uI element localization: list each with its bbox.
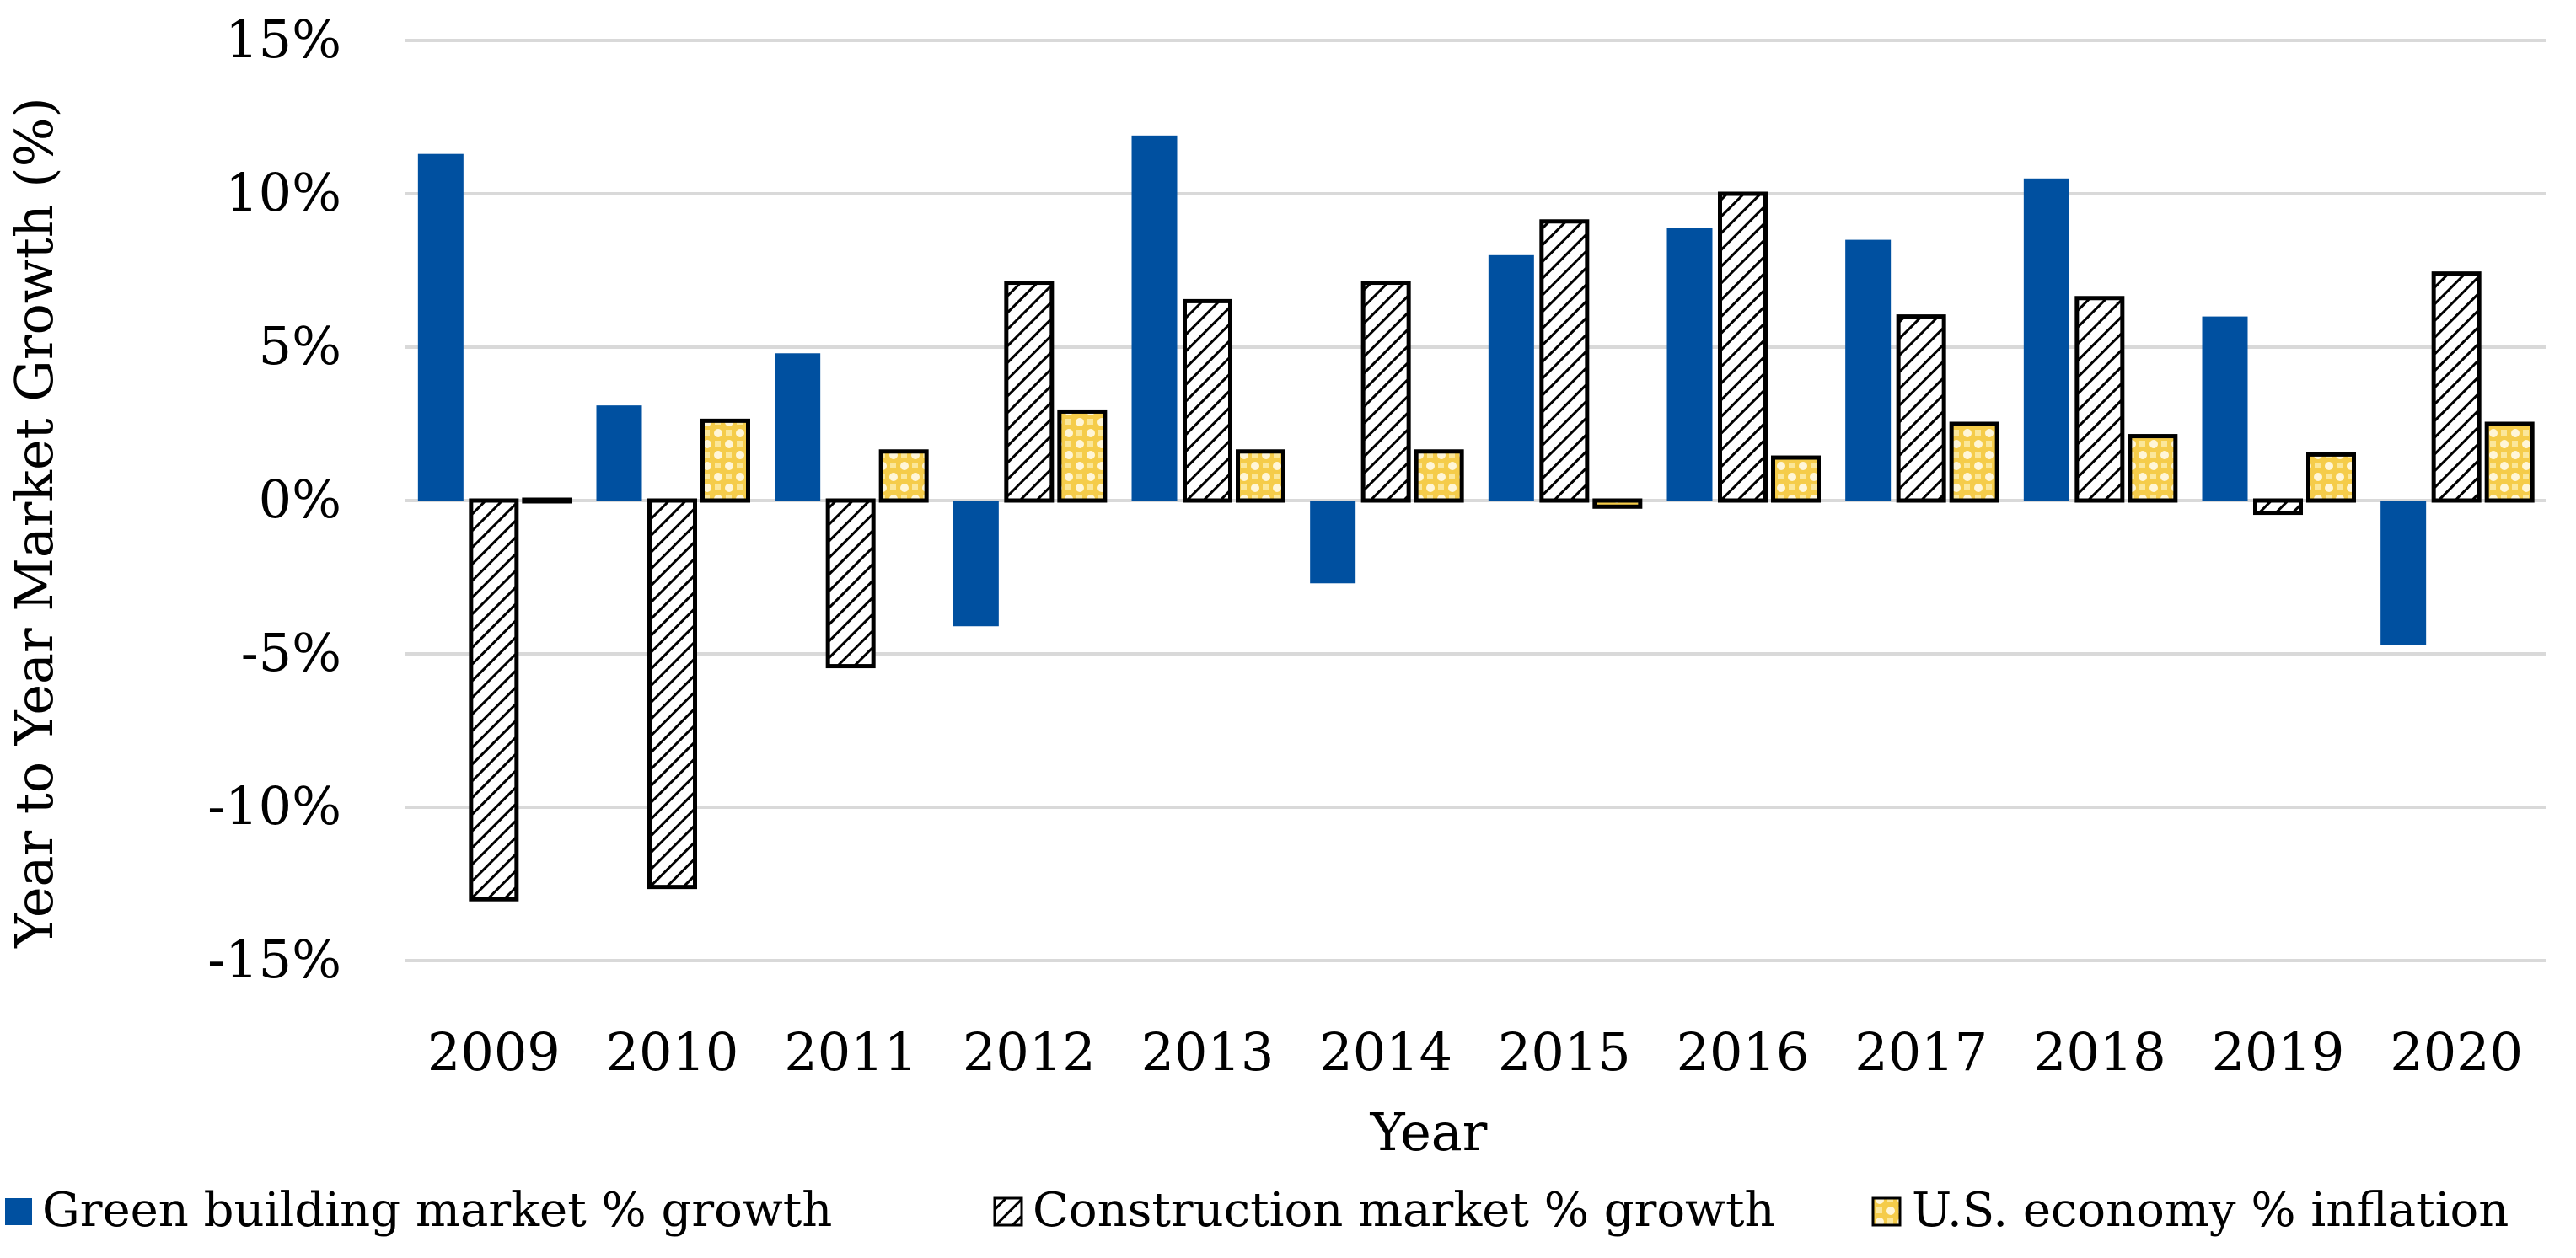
bar-construction (2431, 271, 2482, 503)
bar-construction (1360, 281, 1411, 503)
bar-inflation (1236, 449, 1285, 503)
y-axis-ticks: -15% -10% -5% 0% 5% 10% 15% (207, 8, 341, 990)
bar-construction (2253, 498, 2303, 516)
bar-inflation (1592, 498, 1643, 509)
bar-green-building (1131, 135, 1178, 501)
x-axis-title: Year (1370, 1101, 1488, 1163)
legend-label-construction: Construction market % growth (1033, 1183, 1775, 1238)
x-tick-label: 2010 (606, 1021, 739, 1083)
bar-inflation (1949, 421, 1999, 503)
bar-inflation (1414, 449, 1464, 503)
bar-green-building (1310, 501, 1356, 584)
bars (417, 135, 2535, 902)
x-tick-label: 2009 (427, 1021, 561, 1083)
y-tick-label: 0% (259, 468, 341, 530)
legend: Green building market % growth Construct… (5, 1183, 2509, 1238)
bar-green-building (775, 353, 821, 501)
y-tick-label: 10% (225, 162, 341, 223)
y-tick-label: -5% (241, 622, 341, 683)
bar-construction (1718, 191, 1768, 503)
y-tick-label: 15% (225, 8, 341, 70)
legend-label-inflation: U.S. economy % inflation (1912, 1183, 2509, 1238)
bar-green-building (1666, 228, 1713, 501)
x-tick-label: 2020 (2390, 1021, 2523, 1083)
bar-inflation (700, 418, 750, 503)
bar-construction (1183, 298, 1232, 503)
x-axis-ticks: 2009 2010 2011 2012 2013 2014 2015 2016 2017 2018… (427, 1021, 2523, 1083)
bar-construction (825, 498, 876, 669)
x-tick-label: 2014 (1319, 1021, 1452, 1083)
bar-green-building (417, 153, 464, 501)
x-tick-label: 2012 (963, 1021, 1096, 1083)
legend-swatch-green-building (5, 1198, 32, 1225)
bar-inflation (1057, 409, 1108, 503)
bar-inflation (878, 449, 929, 503)
bar-construction (2074, 296, 2125, 503)
x-tick-label: 2011 (784, 1021, 917, 1083)
bar-construction (1539, 219, 1590, 503)
bar-green-building (953, 501, 999, 627)
y-tick-label: -15% (207, 929, 341, 990)
bar-green-building (2202, 316, 2248, 501)
bar-inflation (522, 497, 572, 504)
y-tick-label: -10% (207, 775, 341, 837)
x-tick-label: 2015 (1498, 1021, 1631, 1083)
x-tick-label: 2018 (2033, 1021, 2166, 1083)
bar-construction (1896, 314, 1946, 503)
bar-construction (469, 498, 519, 902)
bar-inflation (2306, 452, 2356, 503)
bar-inflation (2484, 421, 2535, 503)
bar-green-building (2023, 178, 2069, 501)
legend-swatch-construction (993, 1196, 1023, 1227)
bar-inflation (2128, 434, 2178, 503)
bar-green-building (596, 405, 642, 501)
x-tick-label: 2019 (2212, 1021, 2345, 1083)
x-tick-label: 2013 (1141, 1021, 1275, 1083)
y-axis-title: Year to Year Market Growth (%) (3, 97, 65, 948)
bar-construction (1004, 281, 1055, 503)
gridlines (405, 39, 2546, 962)
bar-green-building (1845, 239, 1892, 501)
y-tick-label: 5% (259, 315, 341, 377)
bar-green-building (1488, 254, 1534, 501)
bar-inflation (1771, 455, 1821, 503)
x-tick-label: 2017 (1854, 1021, 1988, 1083)
legend-swatch-inflation (1871, 1196, 1902, 1227)
x-tick-label: 2016 (1677, 1021, 1810, 1083)
bar-construction (647, 498, 697, 890)
legend-label-green-building: Green building market % growth (42, 1183, 832, 1238)
bar-green-building (2380, 501, 2427, 645)
